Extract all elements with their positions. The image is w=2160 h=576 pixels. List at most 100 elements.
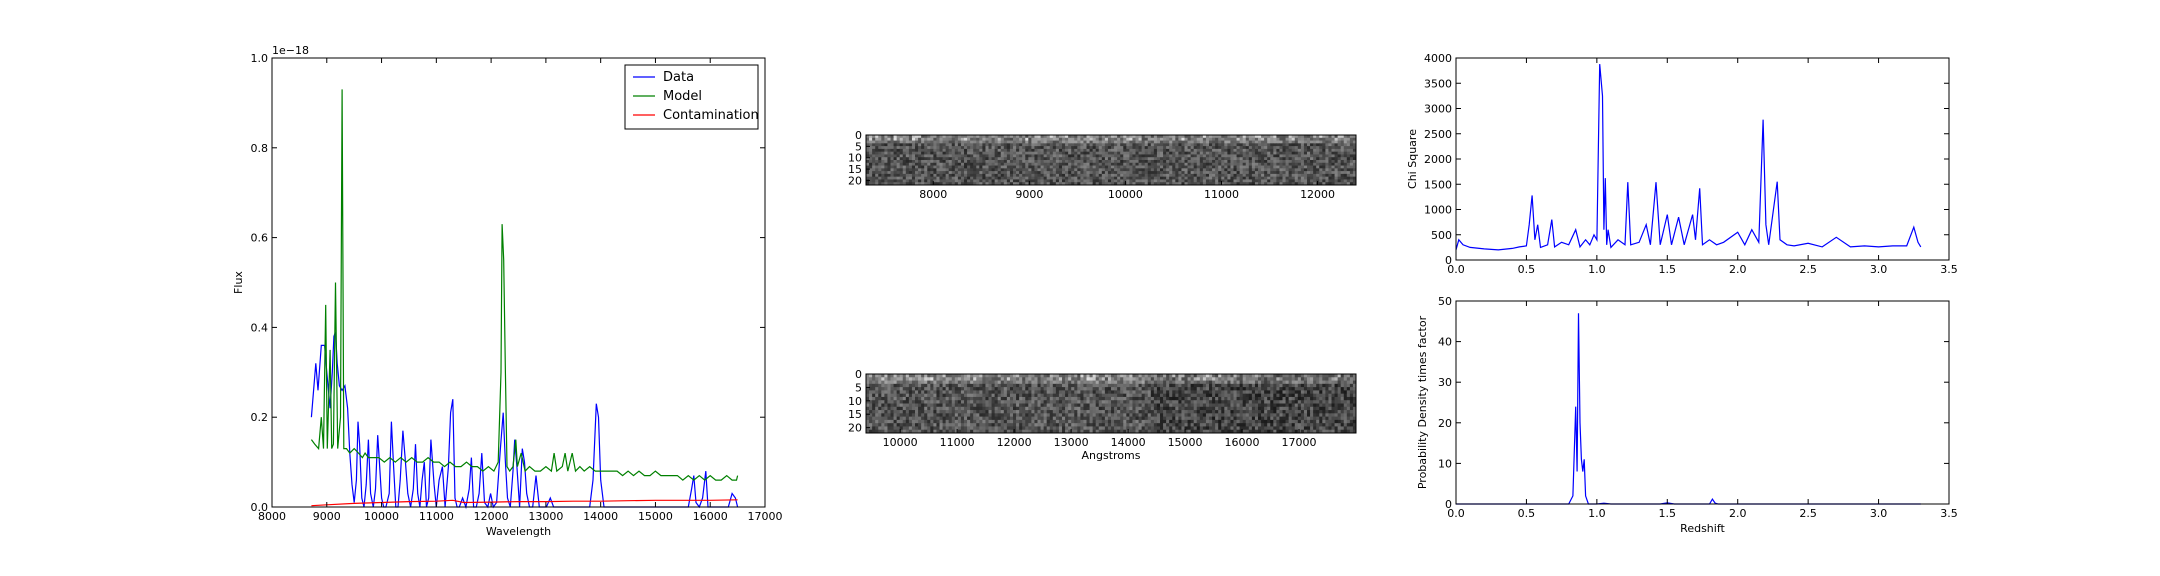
image-pixel <box>1227 148 1231 153</box>
image-pixel <box>1126 383 1130 388</box>
image-pixel <box>960 157 965 161</box>
image-pixel <box>1058 182 1063 186</box>
image-pixel <box>1340 171 1345 175</box>
image-pixel <box>939 157 943 161</box>
image-pixel <box>1135 400 1139 404</box>
image-pixel <box>1337 137 1342 141</box>
image-pixel <box>964 176 968 180</box>
image-pixel <box>1227 387 1231 391</box>
image-pixel <box>1346 160 1351 164</box>
image-pixel <box>1129 400 1133 404</box>
image-pixel <box>1086 151 1090 155</box>
image-pixel <box>1175 410 1179 414</box>
image-pixel <box>948 410 953 414</box>
image-pixel <box>1325 406 1329 411</box>
image-pixel <box>933 182 937 186</box>
image-pixel <box>964 387 968 391</box>
image-pixel <box>1267 173 1271 178</box>
image-pixel <box>1328 137 1332 141</box>
image-pixel <box>1074 179 1078 183</box>
image-pixel <box>1132 162 1136 166</box>
image-pixel <box>1307 400 1311 404</box>
image-pixel <box>1135 403 1139 408</box>
image-pixel <box>1086 377 1090 381</box>
image-pixel <box>1239 400 1244 404</box>
image-pixel <box>924 146 928 150</box>
image-pixel <box>1279 146 1283 150</box>
image-pixel <box>927 179 931 183</box>
image-pixel <box>1282 403 1286 408</box>
image-pixel <box>927 151 931 155</box>
image-pixel <box>1267 410 1271 414</box>
image-pixel <box>1187 410 1192 414</box>
image-pixel <box>921 387 925 391</box>
image-pixel <box>908 168 913 172</box>
image-pixel <box>1254 148 1259 153</box>
image-pixel <box>911 171 916 175</box>
image-pixel <box>1175 140 1179 144</box>
image-pixel <box>1325 140 1329 144</box>
image-pixel <box>1187 154 1192 158</box>
image-pixel <box>1205 396 1210 401</box>
image-pixel <box>1340 176 1345 180</box>
image-pixel <box>936 162 940 166</box>
image-pixel <box>1071 168 1075 172</box>
image-pixel <box>1135 179 1139 183</box>
image-pixel <box>1340 173 1345 178</box>
image-pixel <box>1058 383 1063 388</box>
image-pixel <box>1230 157 1234 161</box>
image-pixel <box>1236 135 1241 139</box>
image-pixel <box>1310 393 1314 398</box>
image-pixel <box>939 173 943 178</box>
image-pixel <box>1156 171 1161 175</box>
image-pixel <box>1251 182 1256 186</box>
image-pixel <box>960 137 965 141</box>
image-pixel <box>1313 173 1317 178</box>
image-pixel <box>1346 400 1351 404</box>
image-pixel <box>908 387 913 391</box>
image-pixel <box>902 157 907 161</box>
image-pixel <box>921 165 925 169</box>
image-pixel <box>1071 148 1075 153</box>
image-pixel <box>1132 410 1136 414</box>
image-pixel <box>1104 390 1109 395</box>
image-pixel <box>1107 176 1112 180</box>
image-pixel <box>1181 179 1185 183</box>
image-pixel <box>1352 374 1357 378</box>
image-pixel <box>1187 182 1192 186</box>
image-pixel <box>1175 137 1179 141</box>
image-pixel <box>988 151 992 155</box>
image-pixel <box>1181 410 1185 414</box>
image-pixel <box>1107 400 1112 404</box>
image-pixel <box>1028 410 1032 414</box>
image-pixel <box>1169 135 1173 139</box>
image-pixel <box>957 148 962 153</box>
image-pixel <box>1166 182 1170 186</box>
image-pixel <box>896 165 901 169</box>
image-pixel <box>1285 137 1290 141</box>
image-pixel <box>1258 171 1262 175</box>
image-pixel <box>1126 393 1130 398</box>
image-pixel <box>1163 157 1167 161</box>
image-pixel <box>1230 165 1234 169</box>
image-pixel <box>1313 151 1317 155</box>
image-pixel <box>1028 168 1032 172</box>
image-pixel <box>1046 176 1051 180</box>
image-pixel <box>1098 140 1103 144</box>
image-pixel <box>1184 377 1188 381</box>
image-pixel <box>1209 176 1213 180</box>
image-pixel <box>1307 137 1311 141</box>
image-pixel <box>1019 143 1023 147</box>
image-pixel <box>872 176 876 180</box>
image-pixel <box>1138 168 1143 172</box>
image-pixel <box>1022 165 1026 169</box>
image-pixel <box>1181 390 1185 395</box>
image-pixel <box>942 146 947 150</box>
image-pixel <box>1086 146 1090 150</box>
image-pixel <box>1190 140 1195 144</box>
image-pixel <box>991 173 996 178</box>
image-pixel <box>1068 380 1072 385</box>
image-pixel <box>933 403 937 408</box>
image-pixel <box>1328 173 1332 178</box>
image-pixel <box>945 413 950 418</box>
